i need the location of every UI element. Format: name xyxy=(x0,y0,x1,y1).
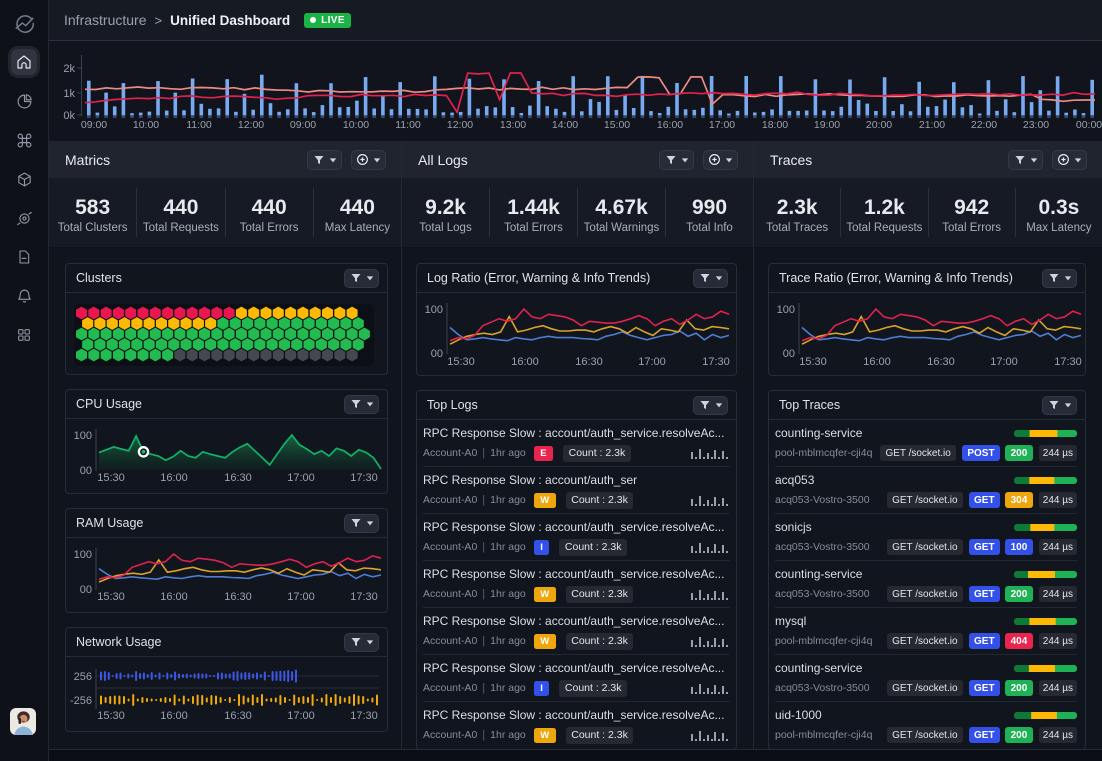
svg-text:100: 100 xyxy=(777,304,795,316)
svg-text:23:00: 23:00 xyxy=(1023,119,1049,131)
svg-text:20:00: 20:00 xyxy=(866,119,892,131)
svg-text:10:00: 10:00 xyxy=(343,119,369,131)
svg-text:16:30: 16:30 xyxy=(224,591,252,603)
svg-text:00: 00 xyxy=(80,465,92,477)
svg-text:17:00: 17:00 xyxy=(638,356,666,368)
svg-text:12:00: 12:00 xyxy=(238,119,264,131)
svg-text:1k: 1k xyxy=(63,88,75,100)
svg-text:17:30: 17:30 xyxy=(1054,356,1082,368)
svg-text:16:00: 16:00 xyxy=(863,356,891,368)
svg-text:100: 100 xyxy=(74,549,92,561)
svg-text:15:00: 15:00 xyxy=(604,119,630,131)
svg-text:15:30: 15:30 xyxy=(799,356,827,368)
svg-text:12:00: 12:00 xyxy=(447,119,473,131)
svg-text:16:00: 16:00 xyxy=(657,119,683,131)
svg-text:2k: 2k xyxy=(63,63,75,75)
svg-text:00: 00 xyxy=(80,584,92,596)
svg-text:00: 00 xyxy=(431,348,443,360)
svg-text:15:30: 15:30 xyxy=(97,591,125,603)
svg-text:22:00: 22:00 xyxy=(971,119,997,131)
svg-text:16:30: 16:30 xyxy=(224,710,252,722)
svg-text:-256: -256 xyxy=(70,695,92,707)
svg-text:16:00: 16:00 xyxy=(160,591,188,603)
svg-text:256: 256 xyxy=(74,671,92,683)
svg-text:00: 00 xyxy=(783,348,795,360)
svg-text:15:30: 15:30 xyxy=(97,472,125,484)
svg-text:18:00: 18:00 xyxy=(762,119,788,131)
svg-text:09:00: 09:00 xyxy=(290,119,316,131)
svg-text:14:00: 14:00 xyxy=(552,119,578,131)
svg-text:11:00: 11:00 xyxy=(395,119,421,131)
svg-text:16:00: 16:00 xyxy=(160,710,188,722)
svg-text:19:00: 19:00 xyxy=(814,119,840,131)
svg-text:17:30: 17:30 xyxy=(350,710,378,722)
svg-text:17:30: 17:30 xyxy=(350,472,378,484)
svg-text:17:00: 17:00 xyxy=(287,591,315,603)
svg-text:15:30: 15:30 xyxy=(447,356,475,368)
svg-text:100: 100 xyxy=(74,430,92,442)
svg-text:09:00: 09:00 xyxy=(81,119,107,131)
svg-text:17:30: 17:30 xyxy=(702,356,730,368)
svg-text:17:30: 17:30 xyxy=(350,591,378,603)
svg-text:16:00: 16:00 xyxy=(160,472,188,484)
svg-text:11:00: 11:00 xyxy=(186,119,212,131)
svg-text:13:00: 13:00 xyxy=(500,119,526,131)
svg-text:15:30: 15:30 xyxy=(97,710,125,722)
svg-text:21:00: 21:00 xyxy=(919,119,945,131)
svg-text:16:30: 16:30 xyxy=(927,356,955,368)
svg-text:0k: 0k xyxy=(63,110,75,122)
svg-text:17:00: 17:00 xyxy=(287,472,315,484)
svg-text:17:00: 17:00 xyxy=(990,356,1018,368)
svg-text:10:00: 10:00 xyxy=(133,119,159,131)
svg-text:16:30: 16:30 xyxy=(575,356,603,368)
svg-text:00:00: 00:00 xyxy=(1076,119,1102,131)
svg-text:16:00: 16:00 xyxy=(511,356,539,368)
svg-text:17:00: 17:00 xyxy=(287,710,315,722)
svg-text:16:30: 16:30 xyxy=(224,472,252,484)
svg-text:17:00: 17:00 xyxy=(709,119,735,131)
svg-text:100: 100 xyxy=(425,304,443,316)
